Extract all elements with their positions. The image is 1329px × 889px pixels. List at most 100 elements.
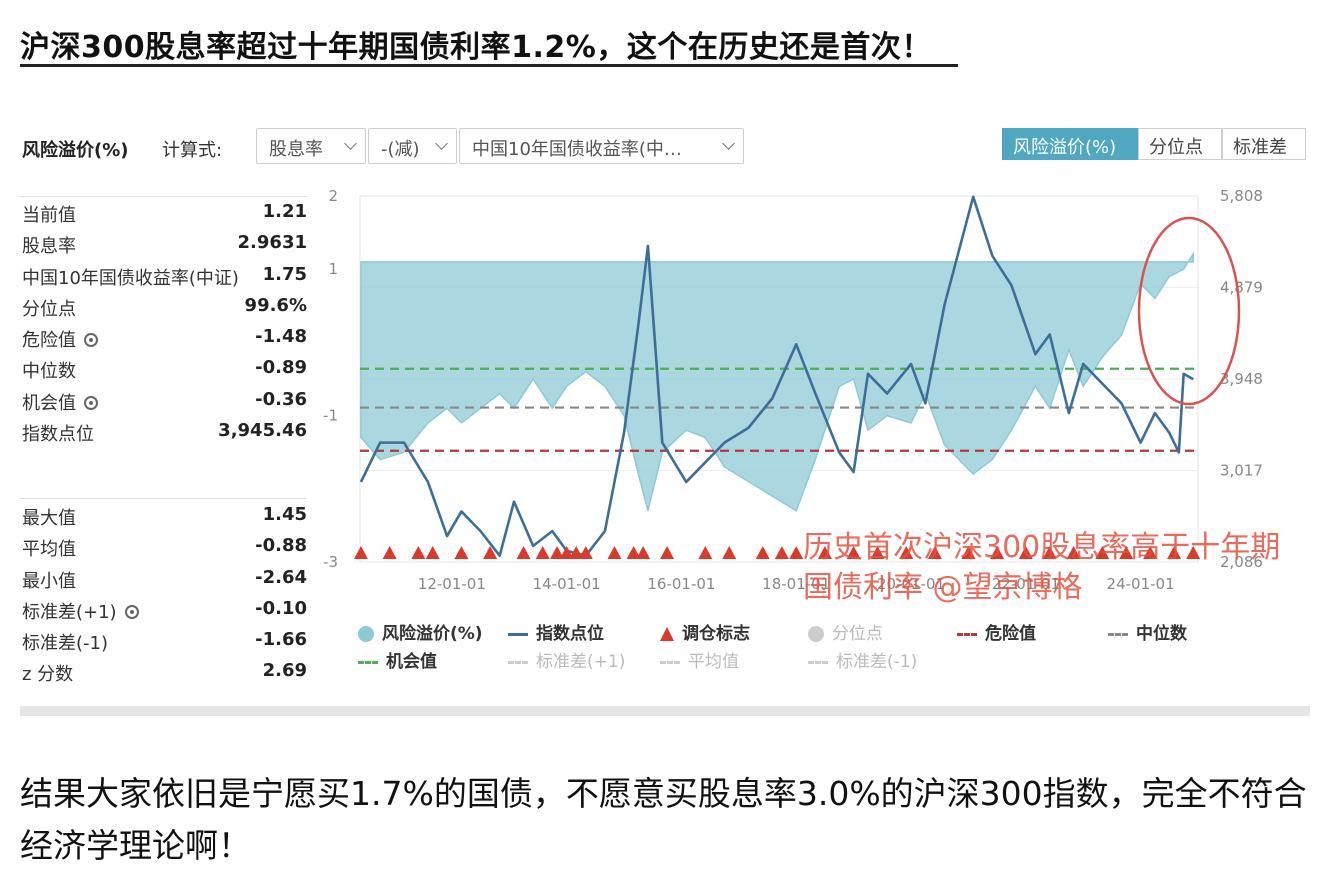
stat-row: 标准差(+1) -0.10 xyxy=(20,594,307,625)
rebalance-triangle xyxy=(516,546,531,559)
x-axis-tick: 18-01-01 xyxy=(762,575,830,593)
index-series xyxy=(359,195,1194,558)
gear-icon[interactable] xyxy=(84,395,98,410)
rebalance-triangle xyxy=(660,546,675,559)
title-underline xyxy=(20,64,958,67)
legend-item[interactable]: 机会值 xyxy=(358,647,437,672)
stat-row: 标准差(-1) -1.66 xyxy=(20,625,307,656)
denominator-select[interactable]: 中国10年国债收益率(中… xyxy=(459,128,744,164)
post-caption: 结果大家依旧是宁愿买1.7%的国债，不愿意买股息率3.0%的沪深300指数，完全… xyxy=(20,774,1307,865)
stat-label: 中位数 xyxy=(22,361,76,383)
rebalance-triangle xyxy=(578,546,593,559)
stat-label: 标准差(+1) xyxy=(22,601,117,623)
legend-label: 标准差(+1) xyxy=(536,652,626,672)
legend-item[interactable]: 平均值 xyxy=(660,647,739,672)
stat-row: 平均值 -0.88 xyxy=(20,531,307,562)
stat-label: 平均值 xyxy=(22,539,76,561)
rebalance-triangle xyxy=(550,546,565,559)
tab-percentile[interactable]: 分位点 xyxy=(1138,128,1222,160)
stat-row: 分位点 99.6% xyxy=(20,291,307,322)
rebalance-triangle xyxy=(454,546,469,559)
post-title: 沪深300股息率超过十年期国债利率1.2%，这个在历史还是首次！ xyxy=(20,30,932,65)
stat-row: 危险值 -1.48 xyxy=(20,322,307,353)
highlight-circle xyxy=(1137,216,1241,406)
legend-item[interactable]: 标准差(-1) xyxy=(808,647,917,672)
rebalance-triangle xyxy=(382,546,397,559)
stat-value: 99.6% xyxy=(244,294,307,316)
stat-label: 机会值 xyxy=(22,392,76,414)
stat-row: 当前值 1.21 xyxy=(20,197,307,228)
rebalance-triangle xyxy=(722,546,737,559)
stat-label: 当前值 xyxy=(22,205,76,226)
stats-divider xyxy=(20,498,307,499)
stat-value: -0.36 xyxy=(255,388,307,410)
legend-label: 危险值 xyxy=(985,624,1036,644)
stat-value: -2.64 xyxy=(255,566,307,588)
stat-label: 股息率 xyxy=(22,236,76,258)
stat-value: 1.75 xyxy=(262,263,307,285)
chevron-down-icon xyxy=(344,137,357,150)
gear-icon[interactable] xyxy=(84,333,98,348)
rebalance-triangle xyxy=(1143,546,1158,559)
stats-panel-current: 当前值 1.21 股息率 2.9631 中国10年国债收益率(中证) 1.75 分位点… xyxy=(20,197,307,447)
rebalance-triangle xyxy=(1119,546,1134,559)
stat-label: z 分数 xyxy=(22,664,74,686)
rebalance-triangle xyxy=(626,546,641,559)
operator-select[interactable]: -(减) xyxy=(368,128,457,164)
stat-row: 指数点位 3,945.46 xyxy=(20,416,307,447)
legend-item[interactable]: 风险溢价(%) xyxy=(358,619,483,644)
rebalance-triangle xyxy=(411,546,426,559)
left-axis-tick: -1 xyxy=(323,407,338,425)
rebalance-triangle xyxy=(483,546,498,559)
stat-row: 中国10年国债收益率(中证) 1.75 xyxy=(20,260,307,291)
section-divider xyxy=(20,706,1310,716)
tab-risk-premium[interactable]: 风险溢价(%) xyxy=(1002,128,1138,160)
rebalance-triangle xyxy=(870,546,885,559)
rebalance-triangle xyxy=(774,546,789,559)
legend-label: 机会值 xyxy=(386,652,437,672)
risk-premium-chart[interactable]: 2 1 -1 -3 5,808 4,879 3,948 3,017 2,086 12-01-01 1… xyxy=(310,180,1270,600)
stat-value: -1.48 xyxy=(255,326,307,348)
right-axis-tick: 4,879 xyxy=(1220,278,1263,296)
gear-icon[interactable] xyxy=(124,604,139,619)
numerator-select-value: 股息率 xyxy=(269,139,323,160)
stat-value: 2.9631 xyxy=(237,232,307,254)
rebalance-triangle xyxy=(607,546,622,559)
stats-divider xyxy=(20,196,307,197)
rebalance-triangle xyxy=(899,546,914,559)
chevron-down-icon xyxy=(435,137,448,150)
rebalance-triangle xyxy=(990,546,1005,559)
rebalance-markers xyxy=(353,546,1201,559)
stat-label: 分位点 xyxy=(22,298,76,320)
legend-item[interactable]: 危险值 xyxy=(957,619,1036,644)
legend-item[interactable]: 标准差(+1) xyxy=(508,647,625,672)
operator-select-value: -(减) xyxy=(381,139,420,160)
legend-item[interactable]: 调仓标志 xyxy=(660,619,750,644)
legend-label: 分位点 xyxy=(832,624,883,644)
rebalance-triangle xyxy=(927,546,942,559)
watermark-line-1: 历史首次沪深300股息率高于十年期 xyxy=(803,530,1281,565)
legend-item[interactable]: 分位点 xyxy=(808,619,883,644)
numerator-select[interactable]: 股息率 xyxy=(256,128,366,164)
tab-std-dev[interactable]: 标准差 xyxy=(1222,128,1306,160)
legend-item[interactable]: 指数点位 xyxy=(508,619,604,644)
stat-label: 最大值 xyxy=(22,508,76,529)
legend-label: 标准差(-1) xyxy=(836,652,918,672)
watermark-line-2: 国债利率 @望京博格 xyxy=(803,570,1083,605)
stat-label: 中国10年国债收益率(中证) xyxy=(22,267,239,289)
stat-value: 1.45 xyxy=(262,504,307,525)
chart-axes: 2 1 -1 -3 5,808 4,879 3,948 3,017 2,086 12-01-01 1… xyxy=(323,187,1263,593)
rebalance-triangle xyxy=(1186,546,1201,559)
right-axis-tick: 2,086 xyxy=(1220,553,1263,571)
rebalance-triangle xyxy=(817,546,832,559)
formula-label: 计算式: xyxy=(162,140,223,161)
dash-icon xyxy=(508,660,528,664)
rebalance-triangle xyxy=(1095,546,1110,559)
index-line xyxy=(359,195,1194,558)
legend-label: 风险溢价(%) xyxy=(382,624,483,644)
dash-icon xyxy=(957,632,977,636)
stat-value: -0.88 xyxy=(255,535,307,557)
legend-item[interactable]: 中位数 xyxy=(1108,619,1187,644)
right-axis-tick: 5,808 xyxy=(1220,187,1263,205)
rebalance-triangle xyxy=(698,546,713,559)
